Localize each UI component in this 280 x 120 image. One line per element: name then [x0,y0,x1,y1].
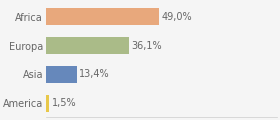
Text: 49,0%: 49,0% [162,12,192,22]
Bar [46,8,159,25]
Text: 13,4%: 13,4% [79,69,110,79]
Bar [46,95,49,112]
Bar [46,66,77,83]
Text: 36,1%: 36,1% [132,41,162,51]
Bar [46,37,129,54]
Text: 1,5%: 1,5% [52,98,76,108]
